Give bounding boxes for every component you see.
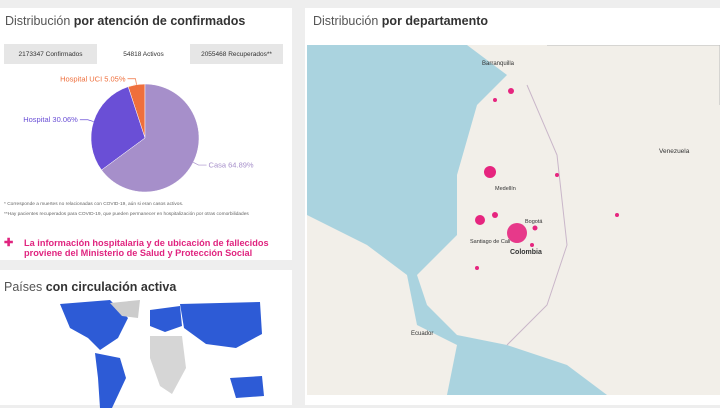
case-dot xyxy=(484,166,496,178)
note: **Hay pacientes recuperados para COVID-1… xyxy=(4,212,249,217)
place-label: Barranquilla xyxy=(482,61,515,67)
panel-title: Distribución por atención de confirmados xyxy=(5,14,245,28)
case-dot xyxy=(492,212,498,218)
case-dot xyxy=(530,243,534,247)
alert-line: proviene del Ministerio de Salud y Prote… xyxy=(24,248,253,258)
tab[interactable]: 54818 Activos xyxy=(97,44,190,64)
land xyxy=(417,45,720,395)
tab[interactable]: 2055468 Recuperados** xyxy=(201,50,272,58)
europe xyxy=(150,306,182,332)
tab[interactable]: 2173347 Confirmados xyxy=(18,50,83,58)
place-label: Ecuador xyxy=(411,331,433,337)
alert-icon: ✚ xyxy=(4,237,14,249)
alert: ✚ La información hospitalaria y de ubica… xyxy=(4,237,269,259)
countries-panel: Países con circulación activa xyxy=(0,270,292,408)
attention-panel: Distribución por atención de confirmados… xyxy=(0,8,292,260)
panel-title: Distribución por departamento xyxy=(313,14,488,28)
greenland xyxy=(110,300,140,318)
place-label: Medellín xyxy=(495,186,516,192)
australia xyxy=(230,376,264,398)
leader-line xyxy=(79,119,94,122)
pie-chart: Hospital UCI 5.05% Hospital 30.06% Casa 64… xyxy=(23,74,254,193)
place-label: Venezuela xyxy=(659,148,690,155)
place-label: Bogotá xyxy=(525,219,543,225)
asia xyxy=(180,302,262,348)
case-dot xyxy=(493,98,497,102)
pie-slice xyxy=(90,86,146,171)
slice-label: Hospital UCI 5.05% xyxy=(60,74,126,83)
north-america xyxy=(60,300,128,350)
place-label: Colombia xyxy=(510,249,542,256)
title-bold: por departamento xyxy=(381,14,489,28)
case-dot xyxy=(508,88,514,94)
africa xyxy=(150,336,186,394)
panel-title: Países con circulación activa xyxy=(4,280,176,294)
case-dot xyxy=(475,215,485,225)
case-dot xyxy=(507,223,527,243)
world-map xyxy=(60,300,264,408)
title-light: Países xyxy=(4,280,43,294)
tabs: 2173347 Confirmados 54818 Activos 205546… xyxy=(4,44,283,64)
south-america xyxy=(95,353,126,408)
alert-line: La información hospitalaria y de ubicaci… xyxy=(24,238,269,248)
leader-line xyxy=(127,78,137,85)
slice-label: Hospital 30.06% xyxy=(23,115,78,124)
department-map: Barranquilla Venezuela Medellín Bogotá S… xyxy=(307,45,720,395)
case-dot xyxy=(532,225,538,231)
title-light: Distribución xyxy=(313,14,379,28)
leader-line xyxy=(193,162,207,166)
border xyxy=(506,84,568,346)
case-dot xyxy=(615,213,619,217)
slice-label: Casa 64.89% xyxy=(209,161,254,170)
map-panel: Distribución por departamento Barranquil… xyxy=(305,8,720,405)
case-dot xyxy=(555,173,559,177)
note: * Corresponde a muertes no relacionadas … xyxy=(4,202,184,207)
title-bold: con circulación activa xyxy=(45,280,177,294)
place-label: Santiago de Cali xyxy=(470,239,510,245)
title-light: Distribución xyxy=(5,14,71,28)
case-dot xyxy=(475,266,479,270)
land-west xyxy=(307,215,457,395)
title-bold: por atención de confirmados xyxy=(73,14,246,28)
